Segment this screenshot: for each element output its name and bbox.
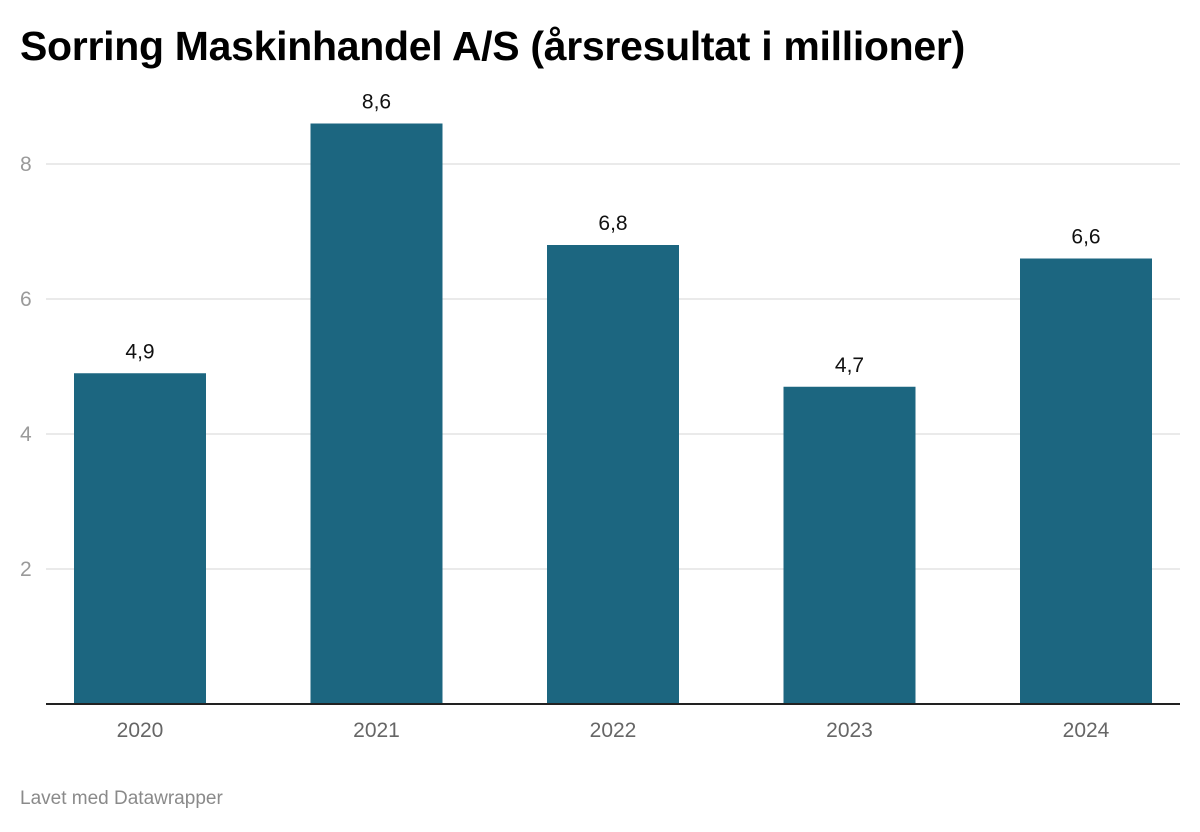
y-tick-label: 4 <box>20 423 32 446</box>
x-tick-label: 2021 <box>353 719 400 742</box>
data-label: 4,7 <box>835 354 864 377</box>
bars <box>74 123 1152 704</box>
y-tick-label: 2 <box>20 558 32 581</box>
data-label: 4,9 <box>125 340 154 363</box>
x-tick-label: 2022 <box>590 719 637 742</box>
x-axis-ticks: 2020 2021 2022 2023 2024 <box>117 719 1110 742</box>
bar <box>783 386 916 704</box>
bar <box>310 123 443 704</box>
bar <box>74 373 206 704</box>
y-tick-label: 8 <box>20 153 32 176</box>
data-label: 6,6 <box>1071 226 1100 249</box>
bar <box>547 245 679 704</box>
credit-note: Lavet med Datawrapper <box>20 788 223 809</box>
data-label: 6,8 <box>598 212 627 235</box>
x-tick-label: 2024 <box>1063 719 1110 742</box>
x-tick-label: 2020 <box>117 719 164 742</box>
chart-title: Sorring Maskinhandel A/S (årsresultat i … <box>20 23 965 69</box>
y-axis-ticks: 2 4 6 8 <box>20 153 32 581</box>
bar <box>1020 258 1152 704</box>
data-label: 8,6 <box>362 91 391 114</box>
data-labels: 4,9 8,6 6,8 4,7 6,6 <box>125 91 1100 377</box>
x-tick-label: 2023 <box>826 719 873 742</box>
y-tick-label: 6 <box>20 288 32 311</box>
